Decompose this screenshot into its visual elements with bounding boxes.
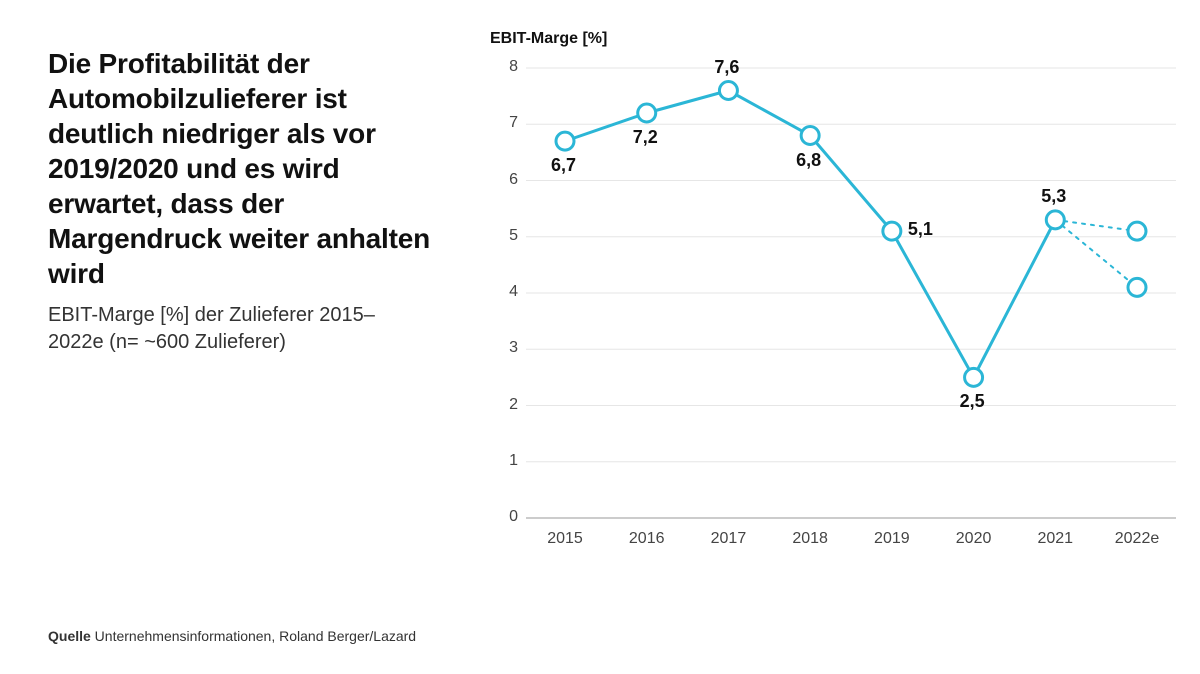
data-point	[965, 368, 983, 386]
x-tick-label: 2022e	[1115, 530, 1160, 548]
data-point	[1046, 211, 1064, 229]
y-tick-label: 0	[488, 508, 518, 526]
data-point	[719, 82, 737, 100]
y-tick-label: 4	[488, 283, 518, 301]
x-tick-label: 2020	[956, 530, 992, 548]
point-label: 5,3	[1041, 186, 1066, 207]
data-point	[883, 222, 901, 240]
forecast-line	[1055, 220, 1137, 231]
chart-svg	[480, 58, 1180, 578]
y-tick-label: 2	[488, 396, 518, 414]
x-tick-label: 2018	[792, 530, 828, 548]
y-tick-label: 8	[488, 58, 518, 76]
y-tick-label: 3	[488, 339, 518, 357]
headline: Die Profitabilität der Automobilzuliefer…	[48, 46, 448, 291]
y-tick-label: 6	[488, 171, 518, 189]
point-label: 7,6	[714, 57, 739, 78]
x-tick-label: 2019	[874, 530, 910, 548]
source-text: Unternehmensinformationen, Roland Berger…	[91, 628, 416, 644]
forecast-line	[1055, 220, 1137, 288]
source-label: Quelle	[48, 628, 91, 644]
x-tick-label: 2017	[711, 530, 747, 548]
y-tick-label: 7	[488, 114, 518, 132]
forecast-point	[1128, 222, 1146, 240]
point-label: 5,1	[908, 219, 933, 240]
point-label: 2,5	[960, 391, 985, 412]
y-axis-title: EBIT-Marge [%]	[490, 30, 607, 48]
forecast-point	[1128, 278, 1146, 296]
x-tick-label: 2021	[1037, 530, 1073, 548]
x-tick-label: 2015	[547, 530, 583, 548]
data-point	[638, 104, 656, 122]
point-label: 6,8	[796, 150, 821, 171]
point-label: 6,7	[551, 155, 576, 176]
chart-plot-area: 0 1 2 3 4 5 6 7 8 2015 2016 2017 2018 2019 2020 2021 202…	[480, 58, 1180, 578]
source-line: Quelle Unternehmensinformationen, Roland…	[48, 628, 416, 644]
subline: EBIT-Marge [%] der Zulieferer 2015–2022e…	[48, 302, 428, 356]
point-label: 7,2	[633, 127, 658, 148]
y-tick-label: 5	[488, 227, 518, 245]
data-point	[556, 132, 574, 150]
x-tick-label: 2016	[629, 530, 665, 548]
ebit-margin-chart: EBIT-Marge [%] 0 1 2 3 4 5 6 7 8 2015 2016 2017 2018…	[480, 30, 1180, 590]
data-point	[801, 127, 819, 145]
y-tick-label: 1	[488, 452, 518, 470]
